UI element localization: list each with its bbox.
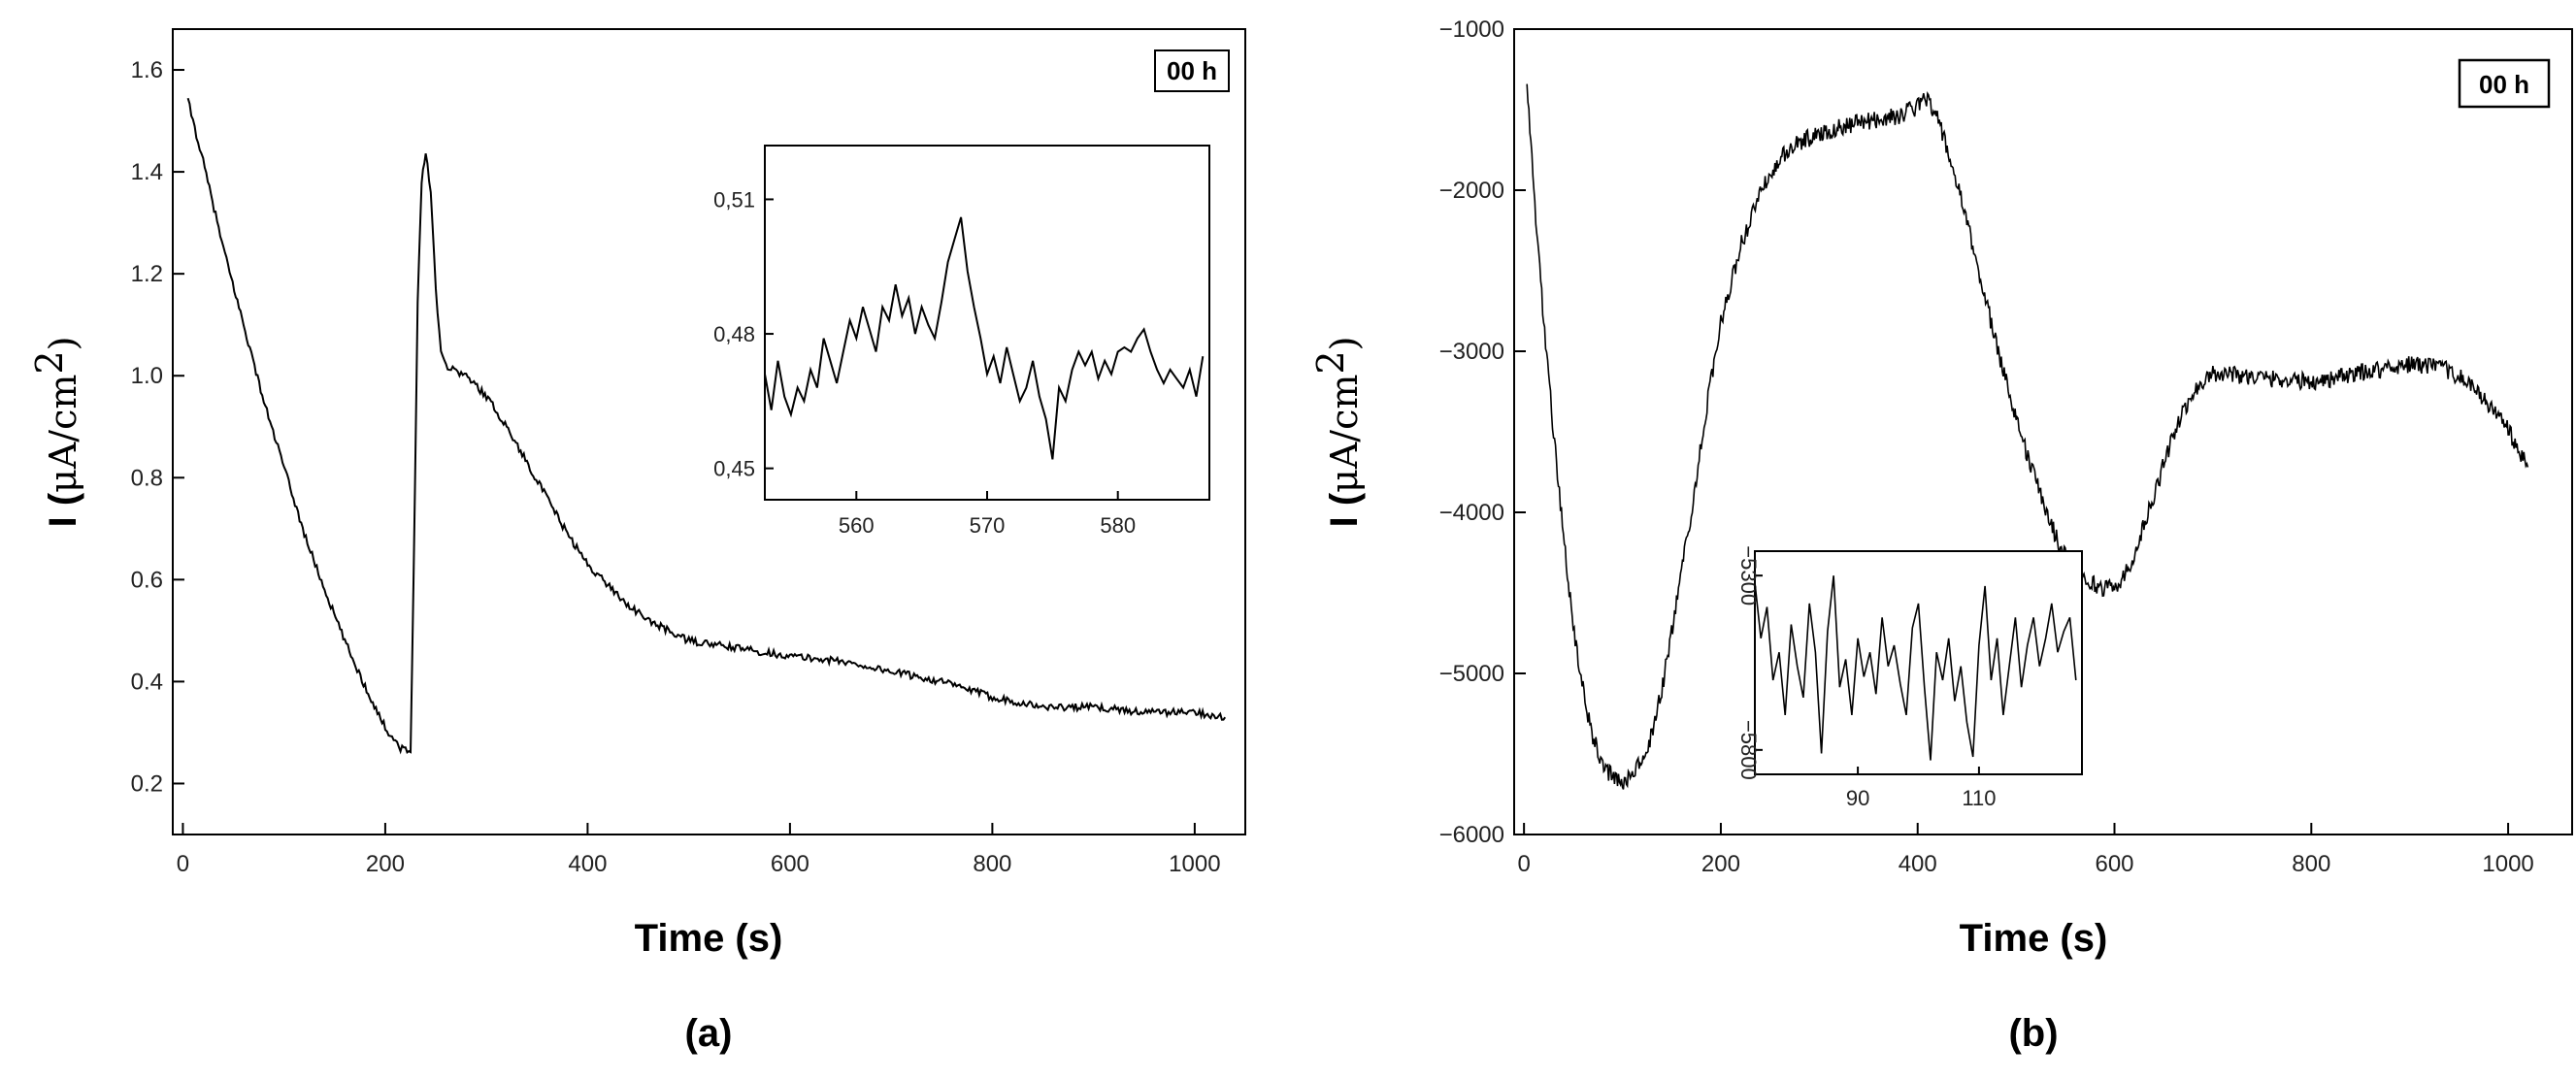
chart-a-badge: 00 h — [1167, 56, 1217, 85]
chart-panel-b: −6000 −5000 −4000 −3000 −2000 −1000 0 200 400 60… — [1309, 16, 2573, 1055]
b-y-tick-label: −1000 — [1439, 16, 1504, 43]
chart-b-inset-x-ticks: 90 110 — [1846, 767, 1996, 810]
a-y-tick-label: 1.4 — [131, 159, 163, 185]
chart-a-y-axis-title-prefix: I ( — [42, 492, 84, 527]
chart-b-badge: 00 h — [2479, 70, 2529, 99]
chart-a-inset-frame — [764, 145, 1210, 501]
a-x-tick-label: 200 — [366, 851, 405, 877]
a-inset-y-tick-label: 0,51 — [713, 187, 755, 212]
chart-a-panel-label: (a) — [685, 1012, 733, 1055]
chart-a-x-axis-title: Time (s) — [635, 917, 783, 960]
a-y-tick-label: 1.0 — [131, 363, 163, 389]
chart-a-y-axis-title-sup: 2 — [28, 350, 71, 374]
b-y-tick-label: −5000 — [1439, 661, 1504, 687]
a-y-tick-label: 0.4 — [131, 669, 163, 695]
chart-panel-a: 0.2 0.4 0.6 0.8 1.0 1.2 1.4 1.6 0 200 400 600 800 10… — [28, 28, 1246, 1055]
chart-b-series-line — [1526, 83, 2529, 790]
a-inset-x-tick-label: 570 — [970, 513, 1006, 538]
b-y-tick-label: −2000 — [1439, 178, 1504, 204]
chart-b-inset-line — [1754, 575, 2077, 761]
chart-b-inset-frame — [1754, 550, 2083, 775]
a-y-tick-label: 1.2 — [131, 261, 163, 287]
chart-b-y-axis-title-unit: μA/cm — [1323, 375, 1366, 493]
chart-b-x-axis-title: Time (s) — [1960, 917, 2108, 960]
a-y-tick-label: 0.8 — [131, 465, 163, 491]
chart-a-y-axis-title: I (μA/cm2) — [28, 337, 84, 528]
chart-a-inset: 0,45 0,48 0,51 560 570 580 — [713, 145, 1210, 538]
chart-b-y-ticks: −6000 −5000 −4000 −3000 −2000 −1000 — [1439, 16, 1526, 848]
chart-a-y-axis-title-unit: μA/cm — [42, 375, 84, 493]
chart-a-y-ticks: 0.2 0.4 0.6 0.8 1.0 1.2 1.4 1.6 — [131, 57, 184, 797]
b-inset-y-tick-label: −5800 — [1736, 720, 1761, 780]
chart-a-inset-line — [764, 216, 1205, 460]
chart-b-frame — [1513, 28, 2573, 835]
chart-b-x-ticks: 0 200 400 600 800 1000 — [1517, 823, 2534, 877]
a-inset-x-tick-label: 580 — [1100, 513, 1136, 538]
b-x-tick-label: 400 — [1899, 851, 1937, 877]
b-x-tick-label: 200 — [1701, 851, 1740, 877]
chart-b-y-axis-title-prefix: I ( — [1323, 492, 1366, 527]
chart-b-panel-label: (b) — [2008, 1012, 2058, 1055]
a-y-tick-label: 1.6 — [131, 57, 163, 83]
a-x-tick-label: 0 — [177, 851, 189, 877]
chart-a-inset-x-ticks: 560 570 580 — [839, 491, 1136, 538]
chart-b-inset: −5800−5300 90 110 — [1736, 545, 2083, 810]
chart-a-y-axis-title-suffix: ) — [42, 337, 84, 351]
a-y-tick-label: 0.2 — [131, 770, 163, 797]
chart-a-x-ticks: 0 200 400 600 800 1000 — [177, 823, 1221, 877]
b-x-tick-label: 0 — [1517, 851, 1530, 877]
chart-b-y-axis-title-sup: 2 — [1309, 350, 1352, 374]
b-inset-x-tick-label: 90 — [1846, 786, 1869, 810]
a-inset-x-tick-label: 560 — [839, 513, 875, 538]
b-y-tick-label: −4000 — [1439, 500, 1504, 526]
a-y-tick-label: 0.6 — [131, 567, 163, 593]
a-x-tick-label: 600 — [771, 851, 809, 877]
chart-a-frame — [172, 28, 1246, 835]
b-y-tick-label: −3000 — [1439, 339, 1504, 365]
b-y-tick-label: −6000 — [1439, 822, 1504, 848]
chart-b-y-axis-title-suffix: ) — [1323, 337, 1366, 351]
b-x-tick-label: 800 — [2292, 851, 2330, 877]
chart-a-badge-box — [1154, 49, 1230, 92]
a-x-tick-label: 400 — [568, 851, 607, 877]
a-x-tick-label: 1000 — [1169, 851, 1220, 877]
a-x-tick-label: 800 — [973, 851, 1011, 877]
a-inset-y-tick-label: 0,48 — [713, 322, 755, 346]
chart-b-y-axis-title: I (μA/cm2) — [1309, 337, 1366, 528]
chart-a-series-line — [186, 97, 1227, 755]
b-x-tick-label: 1000 — [2482, 851, 2533, 877]
b-x-tick-label: 600 — [2095, 851, 2133, 877]
chart-a-inset-y-ticks: 0,45 0,48 0,51 — [713, 187, 774, 481]
a-inset-y-tick-label: 0,45 — [713, 457, 755, 481]
b-inset-x-tick-label: 110 — [1962, 786, 1996, 810]
chart-b-badge-box — [2458, 58, 2551, 109]
